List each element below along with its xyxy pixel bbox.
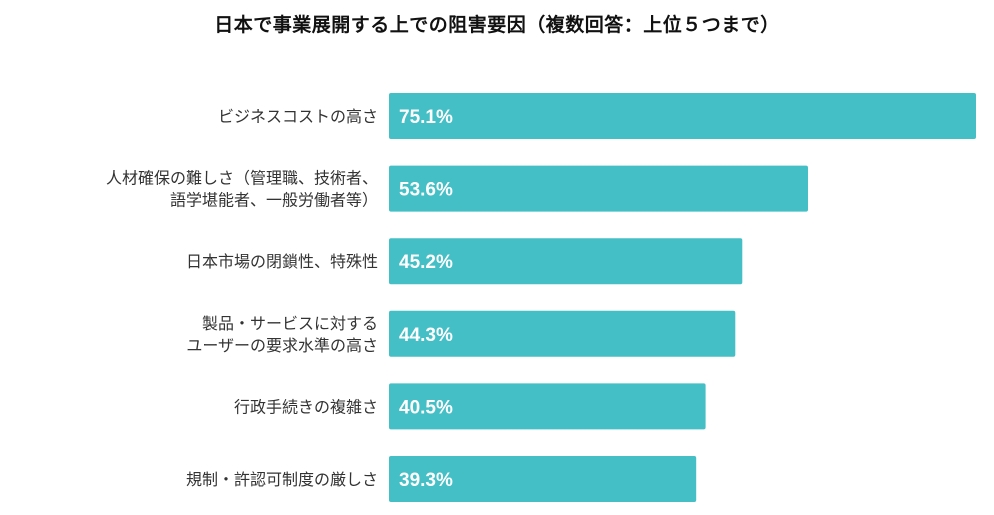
value-label-1: 75.1% <box>399 107 453 128</box>
category-label-5: 行政手続きの複雑さ <box>234 397 378 416</box>
category-label-2-line-1: 人材確保の難しさ（管理職、技術者、 <box>106 169 378 188</box>
category-label-1: ビジネスコストの高さ <box>218 107 378 126</box>
category-label-2-line-2: 語学堪能者、一般労働者等） <box>170 191 378 210</box>
bar-1 <box>389 93 976 139</box>
value-label-3: 45.2% <box>399 252 453 273</box>
chart-title: 日本で事業展開する上での阻害要因（複数回答：上位５つまで） <box>214 14 780 36</box>
bar-5 <box>389 383 706 430</box>
value-label-4: 44.3% <box>399 325 453 346</box>
category-label-3: 日本市場の閉鎖性、特殊性 <box>186 252 378 271</box>
value-label-5: 40.5% <box>399 397 453 418</box>
bar-4 <box>389 310 736 357</box>
bar-6 <box>389 456 697 502</box>
bar-3 <box>389 238 743 285</box>
category-label-4-line-2: ユーザーの要求水準の高さ <box>186 336 378 355</box>
category-label-6: 規制・許認可制度の厳しさ <box>186 470 378 489</box>
value-label-6: 39.3% <box>399 470 453 491</box>
bar-2 <box>389 165 808 212</box>
value-label-2: 53.6% <box>399 180 453 201</box>
category-label-4-line-1: 製品・サービスに対する <box>202 314 378 333</box>
